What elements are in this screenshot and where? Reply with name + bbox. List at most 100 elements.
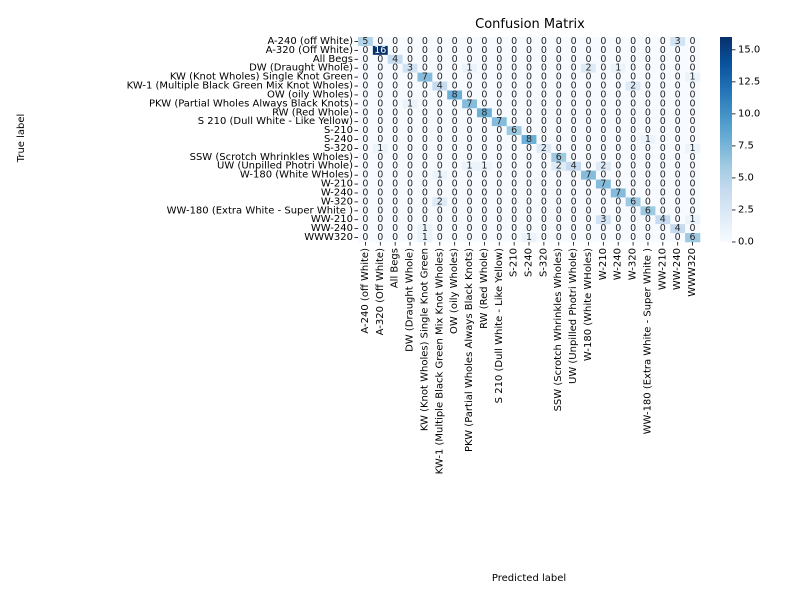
cell-value-label: 0 bbox=[571, 98, 577, 109]
cell-value-label: 0 bbox=[362, 107, 368, 118]
heatmap-cell bbox=[447, 54, 463, 65]
heatmap-cell bbox=[640, 37, 656, 47]
cell-value-label: 0 bbox=[690, 223, 696, 234]
heatmap-cell bbox=[521, 170, 537, 180]
heatmap-cell bbox=[447, 188, 463, 198]
cell-value-label: 0 bbox=[407, 205, 413, 216]
cell-value-label: 0 bbox=[377, 187, 383, 198]
cell-value-label: 0 bbox=[362, 152, 368, 163]
cell-value-label: 0 bbox=[556, 98, 562, 109]
heatmap-cell bbox=[387, 126, 403, 136]
cell-value-label: 0 bbox=[630, 161, 636, 172]
x-tick-label: SSW (Scrotch Whrinkles Wholes) bbox=[553, 248, 564, 412]
heatmap-cell bbox=[432, 179, 448, 189]
heatmap-cell bbox=[447, 37, 463, 47]
cell-value-label: 0 bbox=[496, 72, 502, 83]
heatmap-cell bbox=[685, 72, 701, 82]
x-tick-labels: A-240 (off White) A-320 (Off White) All Be… bbox=[360, 242, 698, 474]
heatmap-cell bbox=[551, 135, 567, 145]
cell-value-label: 0 bbox=[526, 187, 532, 198]
heatmap-cell bbox=[625, 54, 641, 65]
cell-value-label: 0 bbox=[541, 223, 547, 234]
cell-value-label: 1 bbox=[466, 161, 472, 172]
colorbar-tick-label: 7.5 bbox=[738, 140, 754, 151]
cell-value-label: 0 bbox=[571, 232, 577, 243]
heatmap-cell bbox=[625, 224, 641, 234]
cell-value-label: 0 bbox=[437, 116, 443, 127]
cell-value-label: 0 bbox=[481, 81, 487, 92]
heatmap-cell bbox=[491, 54, 507, 65]
heatmap-cell bbox=[610, 206, 626, 216]
cell-value-label: 7 bbox=[466, 98, 472, 109]
heatmap-cell bbox=[402, 215, 418, 225]
cell-value-label: 0 bbox=[675, 63, 681, 74]
heatmap-cell bbox=[476, 126, 493, 136]
heatmap-cell bbox=[595, 54, 612, 65]
cell-value-label: 0 bbox=[600, 45, 606, 56]
heatmap-cell bbox=[387, 45, 403, 56]
heatmap-cell bbox=[402, 99, 418, 109]
heatmap-cell bbox=[358, 161, 374, 171]
cell-value-label: 0 bbox=[377, 205, 383, 216]
cell-value-label: 0 bbox=[600, 107, 606, 118]
heatmap-cell bbox=[402, 45, 418, 56]
heatmap-cell bbox=[581, 108, 597, 118]
heatmap-cell bbox=[655, 81, 671, 91]
heatmap-cell bbox=[566, 224, 582, 234]
cell-value-label: 0 bbox=[392, 152, 398, 163]
heatmap-cell bbox=[506, 179, 522, 189]
heatmap-cell bbox=[462, 233, 478, 243]
cell-value-label: 0 bbox=[556, 232, 562, 243]
cell-value-label: 0 bbox=[407, 232, 413, 243]
heatmap-cell bbox=[506, 135, 522, 145]
cell-value-label: 0 bbox=[511, 89, 517, 100]
heatmap-cell bbox=[536, 117, 552, 127]
heatmap-cell bbox=[417, 126, 433, 136]
heatmap-cell bbox=[670, 54, 686, 65]
cell-value-label: 0 bbox=[541, 89, 547, 100]
cell-value-label: 0 bbox=[660, 187, 666, 198]
cell-value-label: 0 bbox=[630, 170, 636, 181]
cell-value-label: 4 bbox=[675, 223, 681, 234]
cell-value-label: 0 bbox=[452, 170, 458, 181]
heatmap-cell bbox=[551, 54, 567, 65]
cell-value-label: 0 bbox=[645, 89, 651, 100]
heatmap-cell bbox=[491, 197, 507, 207]
heatmap-cell bbox=[506, 90, 522, 100]
heatmap-cell bbox=[506, 143, 522, 154]
heatmap-cell bbox=[670, 215, 686, 225]
heatmap-cell bbox=[447, 152, 463, 163]
cell-value-label: 0 bbox=[690, 196, 696, 207]
heatmap-cell bbox=[372, 224, 389, 234]
heatmap-cell bbox=[447, 108, 463, 118]
heatmap-cell bbox=[685, 179, 701, 189]
heatmap-cell bbox=[685, 108, 701, 118]
heatmap-cell bbox=[521, 233, 537, 243]
cell-value-label: 0 bbox=[496, 107, 502, 118]
heatmap-cell bbox=[625, 63, 641, 73]
cell-value-label: 3 bbox=[675, 36, 681, 47]
cell-value-label: 0 bbox=[422, 152, 428, 163]
heatmap-cell bbox=[536, 81, 552, 91]
cell-value-label: 0 bbox=[526, 63, 532, 74]
cell-value-label: 0 bbox=[496, 214, 502, 225]
cell-value-label: 0 bbox=[660, 89, 666, 100]
cell-value-label: 0 bbox=[645, 36, 651, 47]
cell-value-label: 0 bbox=[571, 45, 577, 56]
y-tick-label: WWW320 bbox=[304, 232, 353, 243]
heatmap-cell bbox=[476, 135, 493, 145]
heatmap-cell bbox=[491, 179, 507, 189]
cell-value-label: 0 bbox=[437, 232, 443, 243]
cell-value-label: 0 bbox=[571, 107, 577, 118]
cell-value-label: 4 bbox=[571, 161, 577, 172]
cell-value-label: 0 bbox=[511, 205, 517, 216]
heatmap-cell bbox=[521, 197, 537, 207]
cell-value-label: 0 bbox=[615, 36, 621, 47]
cell-value-label: 0 bbox=[452, 232, 458, 243]
heatmap-cell bbox=[521, 81, 537, 91]
cell-value-label: 0 bbox=[690, 205, 696, 216]
heatmap-cell bbox=[640, 143, 656, 154]
heatmap-cell bbox=[551, 215, 567, 225]
heatmap-cell bbox=[640, 179, 656, 189]
heatmap-cell bbox=[476, 37, 493, 47]
